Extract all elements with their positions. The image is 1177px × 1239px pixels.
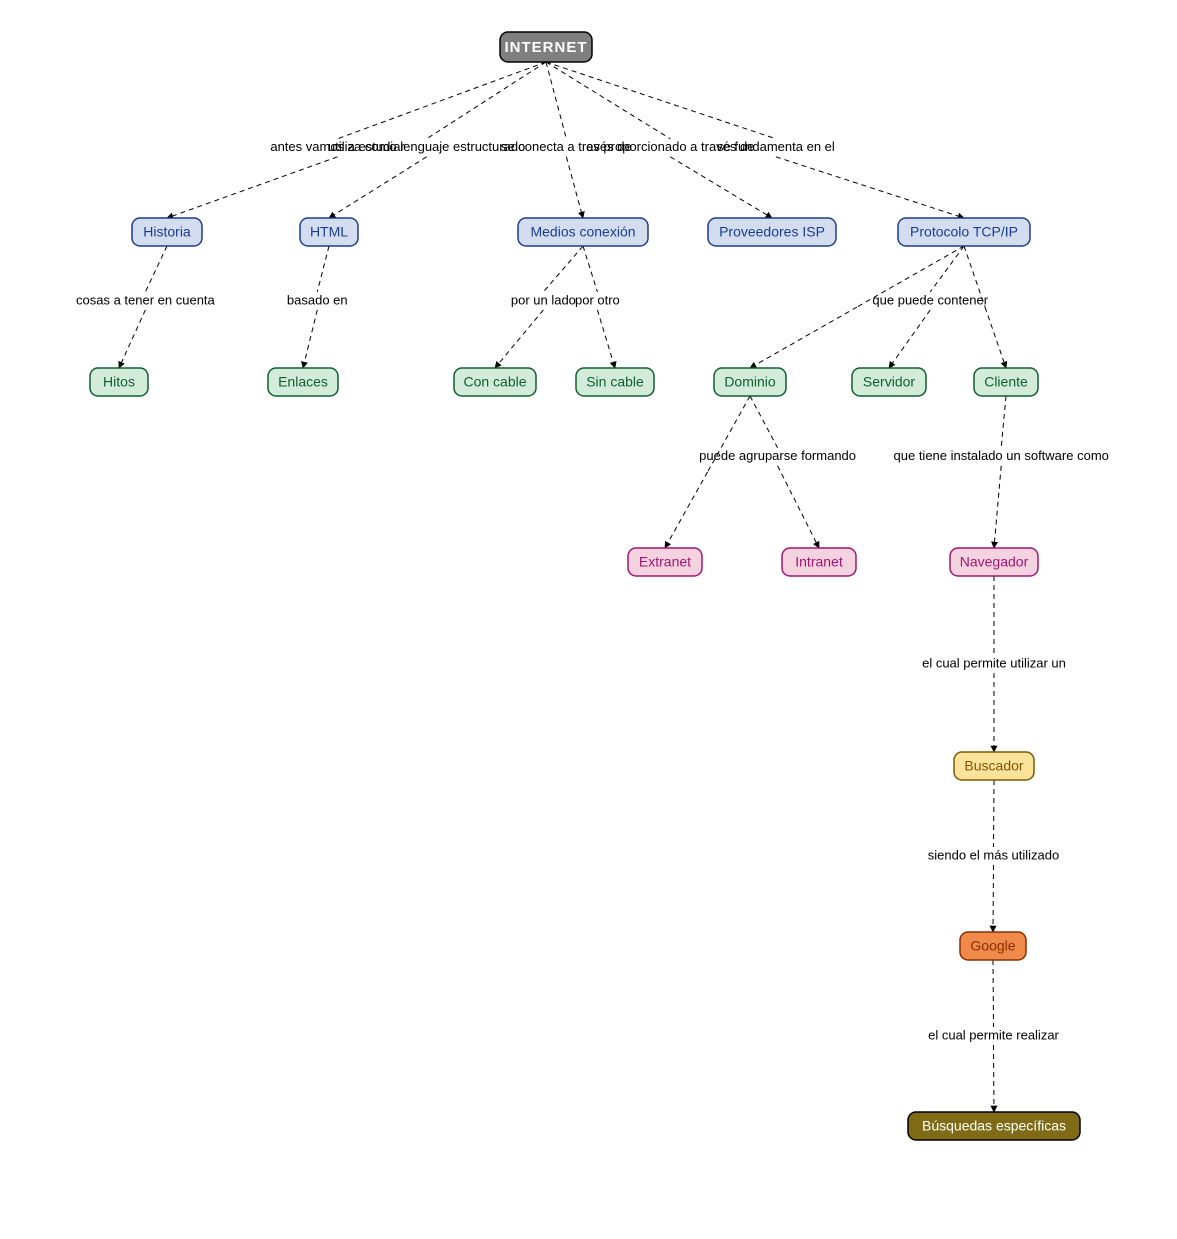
node-buscador-label: Buscador xyxy=(964,758,1023,774)
edge-internet-html xyxy=(427,62,546,139)
edge-historia-hitos xyxy=(145,246,167,292)
edge-internet-tcpip-end xyxy=(776,157,964,218)
edge-internet-medios xyxy=(546,62,566,139)
node-internet: INTERNET xyxy=(500,32,592,62)
node-html-label: HTML xyxy=(310,224,348,240)
node-concable: Con cable xyxy=(454,368,536,396)
node-medios: Medios conexión xyxy=(518,218,648,246)
node-enlaces-label: Enlaces xyxy=(278,374,328,390)
edge-buscador-google-end xyxy=(993,865,994,932)
edge-tcpip-dominio-end xyxy=(750,307,857,368)
edge-cliente-navegador xyxy=(1001,396,1006,448)
node-sincable: Sin cable xyxy=(576,368,654,396)
edge-buscador-google xyxy=(994,780,995,847)
node-concable-label: Con cable xyxy=(463,374,526,390)
edge-internet-html-end xyxy=(329,157,427,218)
node-google: Google xyxy=(960,932,1026,960)
nodes-layer: INTERNET Historia HTML Medios conexión Prove… xyxy=(90,32,1080,1140)
edge-medios-sincable-end xyxy=(597,310,615,368)
concept-map: antes vamos a estudiarutiliza como lengu… xyxy=(0,0,1177,1239)
edge-label-internet-tcpip: se fundamenta en el xyxy=(717,139,835,154)
node-busquedas: Búsquedas específicas xyxy=(908,1112,1080,1140)
edge-tcpip-servidor-end xyxy=(889,310,930,368)
node-dominio: Dominio xyxy=(714,368,786,396)
node-extranet: Extranet xyxy=(628,548,702,576)
node-tcpip-label: Protocolo TCP/IP xyxy=(910,224,1018,240)
node-navegador: Navegador xyxy=(950,548,1038,576)
node-hitos-label: Hitos xyxy=(103,374,135,390)
node-tcpip: Protocolo TCP/IP xyxy=(898,218,1030,246)
edge-tcpip-cliente-end xyxy=(985,307,1006,368)
node-historia-label: Historia xyxy=(143,224,191,240)
node-servidor-label: Servidor xyxy=(863,374,915,390)
edge-medios-concable xyxy=(543,246,583,292)
node-intranet: Intranet xyxy=(782,548,856,576)
edge-label-buscador-google: siendo el más utilizado xyxy=(928,847,1060,862)
edge-label-navegador-buscador: el cual permite utilizar un xyxy=(922,655,1066,670)
edge-label-internet-html: utiliza como lenguaje estructurado xyxy=(328,139,525,154)
node-isp: Proveedores ISP xyxy=(708,218,836,246)
edge-dominio-intranet xyxy=(750,396,778,448)
edge-medios-sincable xyxy=(583,246,597,292)
edge-google-busquedas-end xyxy=(994,1045,995,1112)
edge-historia-hitos-end xyxy=(119,310,145,368)
edge-internet-isp xyxy=(546,62,670,139)
edge-dominio-intranet-end xyxy=(778,466,819,548)
edge-label-tcpip-servidor: que puede contener xyxy=(872,292,988,307)
node-html: HTML xyxy=(300,218,358,246)
node-medios-label: Medios conexión xyxy=(530,224,635,240)
edge-google-busquedas xyxy=(993,960,994,1027)
edge-internet-tcpip xyxy=(546,62,776,139)
edge-tcpip-servidor xyxy=(930,246,964,292)
edge-label-medios-concable: por un lado xyxy=(511,292,576,307)
node-isp-label: Proveedores ISP xyxy=(719,224,825,240)
edge-label-html-enlaces: basado en xyxy=(287,292,348,307)
node-cliente-label: Cliente xyxy=(984,374,1028,390)
edge-label-medios-sincable: por otro xyxy=(575,292,620,307)
edge-html-enlaces-end xyxy=(303,310,317,368)
node-enlaces: Enlaces xyxy=(268,368,338,396)
edge-label-historia-hitos: cosas a tener en cuenta xyxy=(76,292,216,307)
edge-html-enlaces xyxy=(317,246,329,292)
node-extranet-label: Extranet xyxy=(639,554,691,570)
edge-cliente-navegador-end xyxy=(994,466,1001,548)
node-intranet-label: Intranet xyxy=(795,554,843,570)
node-cliente: Cliente xyxy=(974,368,1038,396)
edge-label-dominio-intranet: puede agruparse formando xyxy=(699,448,856,463)
edge-internet-medios-end xyxy=(566,157,583,218)
node-navegador-label: Navegador xyxy=(960,554,1029,570)
edge-internet-historia xyxy=(338,62,546,139)
node-busquedas-label: Búsquedas específicas xyxy=(922,1118,1066,1134)
node-dominio-label: Dominio xyxy=(724,374,776,390)
edge-internet-historia-end xyxy=(167,157,338,218)
edge-label-google-busquedas: el cual permite realizar xyxy=(928,1027,1059,1042)
edge-dominio-extranet-end xyxy=(665,472,708,548)
node-sincable-label: Sin cable xyxy=(586,374,644,390)
edge-label-cliente-navegador: que tiene instalado un software como xyxy=(894,448,1109,463)
node-internet-label: INTERNET xyxy=(505,39,588,56)
node-historia: Historia xyxy=(132,218,202,246)
edge-internet-isp-end xyxy=(670,157,772,218)
node-google-label: Google xyxy=(970,938,1015,954)
edge-medios-concable-end xyxy=(495,310,543,368)
node-servidor: Servidor xyxy=(852,368,926,396)
node-buscador: Buscador xyxy=(954,752,1034,780)
node-hitos: Hitos xyxy=(90,368,148,396)
